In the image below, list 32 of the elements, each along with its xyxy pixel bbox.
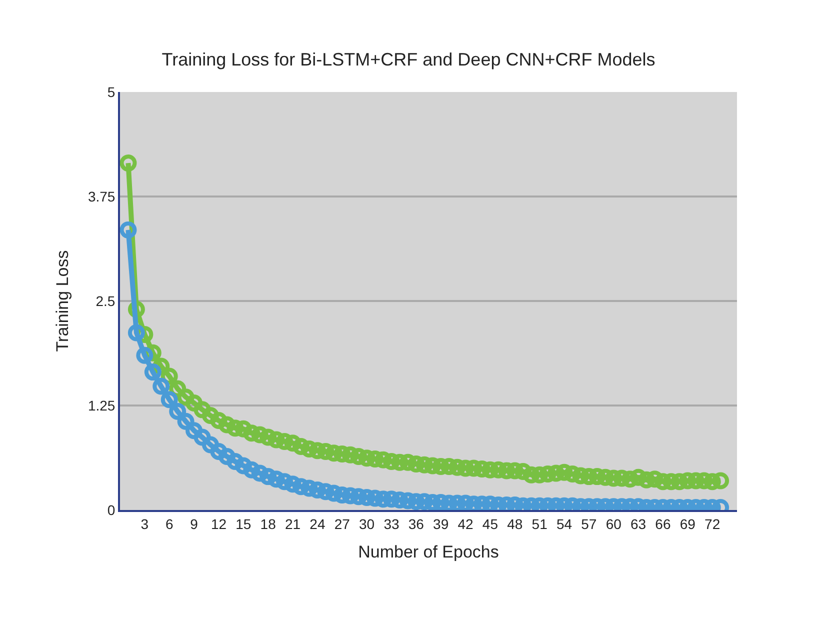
chart-title: Training Loss for Bi-LSTM+CRF and Deep CNN+CRF Models	[162, 49, 656, 70]
x-tick-label: 72	[704, 516, 720, 532]
x-tick-label: 69	[680, 516, 696, 532]
x-tick-label: 18	[260, 516, 276, 532]
x-tick-label: 27	[334, 516, 350, 532]
x-tick-label: 3	[140, 516, 149, 532]
y-axis-title: Training Loss	[53, 250, 72, 352]
x-tick-label: 30	[359, 516, 375, 532]
x-tick-label: 54	[556, 516, 572, 532]
x-tick-label: 63	[630, 516, 646, 532]
x-tick-label: 66	[655, 516, 671, 532]
y-tick-label: 3.75	[88, 188, 116, 204]
y-tick-label: 1.25	[88, 397, 116, 414]
x-tick-label: 6	[165, 516, 174, 532]
x-tick-label: 12	[210, 516, 227, 532]
x-tick-label: 48	[507, 516, 523, 532]
x-tick-label: 57	[581, 516, 597, 532]
x-tick-label: 60	[606, 516, 622, 532]
x-axis-title: Number of Epochs	[358, 542, 499, 562]
x-tick-label: 15	[236, 516, 252, 532]
x-tick-label: 21	[284, 516, 301, 532]
x-tick-label: 51	[532, 516, 548, 532]
x-tick-label: 9	[190, 516, 198, 532]
y-tick-label: 2.5	[96, 292, 116, 309]
x-tick-label: 36	[408, 516, 424, 532]
x-tick-label: 33	[384, 516, 400, 532]
x-tick-label: 24	[310, 516, 326, 532]
x-tick-label: 39	[433, 516, 449, 532]
y-tick-label: 5	[107, 84, 116, 100]
y-tick-label: 0	[107, 502, 116, 518]
x-tick-label: 42	[458, 516, 474, 532]
x-tick-label: 45	[482, 516, 498, 532]
